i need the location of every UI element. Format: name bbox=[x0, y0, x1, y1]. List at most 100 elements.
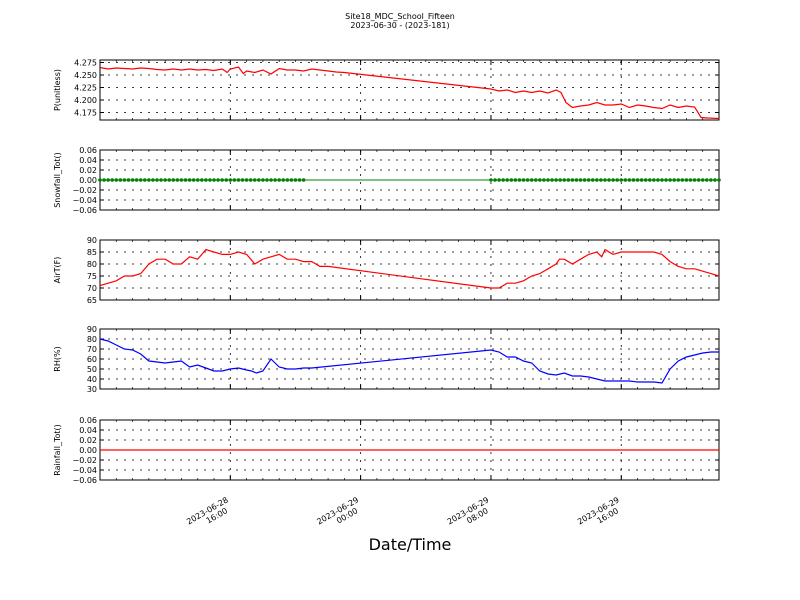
y-tick-label: 0.04 bbox=[79, 156, 97, 165]
data-point bbox=[627, 178, 632, 182]
y-tick-label: 60 bbox=[87, 355, 97, 364]
y-tick-label: 65 bbox=[87, 296, 97, 305]
y-tick-label: 0.02 bbox=[79, 436, 97, 445]
y-tick-label: 0.00 bbox=[79, 446, 97, 455]
data-point bbox=[525, 178, 530, 182]
data-point bbox=[493, 178, 497, 182]
data-point bbox=[529, 178, 534, 182]
y-tick-label: 30 bbox=[87, 385, 97, 394]
data-point bbox=[224, 178, 229, 182]
data-point bbox=[200, 178, 204, 182]
data-point bbox=[558, 178, 562, 182]
data-point bbox=[297, 178, 302, 182]
data-point bbox=[623, 178, 628, 182]
data-point bbox=[102, 178, 106, 182]
data-point bbox=[517, 178, 522, 182]
data-point bbox=[550, 178, 554, 182]
y-tick-label: −0.02 bbox=[72, 186, 97, 195]
data-point bbox=[269, 178, 273, 182]
y-tick-label: 4.275 bbox=[74, 59, 97, 68]
y-tick-label: 0.02 bbox=[79, 166, 97, 175]
data-point bbox=[684, 178, 689, 182]
chart-subtitle: 2023-06-30 - (2023-181) bbox=[350, 21, 450, 30]
data-point bbox=[130, 178, 135, 182]
data-point bbox=[680, 178, 685, 182]
data-point bbox=[554, 178, 558, 182]
data-point bbox=[656, 178, 660, 182]
y-tick-label: −0.02 bbox=[72, 456, 97, 465]
data-point bbox=[647, 178, 652, 182]
panel-frame-3 bbox=[99, 328, 720, 390]
y-tick-label: 85 bbox=[87, 248, 97, 257]
data-point bbox=[142, 178, 147, 182]
data-point bbox=[281, 178, 286, 182]
data-point bbox=[615, 178, 619, 182]
data-point bbox=[521, 178, 526, 182]
data-point bbox=[704, 178, 709, 182]
data-point bbox=[582, 178, 587, 182]
data-point bbox=[138, 178, 143, 182]
series-line bbox=[99, 66, 720, 120]
y-axis-label: AirT(F) bbox=[53, 257, 62, 284]
x-axis-label: Date/Time bbox=[369, 535, 452, 554]
data-point bbox=[289, 178, 294, 182]
y-tick-label: 80 bbox=[87, 260, 97, 269]
data-point bbox=[660, 178, 664, 182]
y-tick-label: 4.250 bbox=[74, 71, 97, 80]
data-point bbox=[195, 178, 200, 182]
data-point bbox=[513, 178, 518, 182]
data-point bbox=[106, 178, 110, 182]
data-point bbox=[533, 178, 538, 182]
data-point bbox=[717, 178, 721, 182]
y-axis-label: Rainfall_Tot() bbox=[53, 424, 62, 476]
data-point bbox=[236, 178, 241, 182]
data-point bbox=[171, 178, 176, 182]
data-point bbox=[134, 178, 139, 182]
y-tick-label: 75 bbox=[87, 272, 97, 281]
data-point bbox=[538, 178, 542, 182]
y-tick-label: 50 bbox=[87, 365, 97, 374]
y-axis-label: Snowfall_Tot() bbox=[53, 152, 62, 208]
data-point bbox=[688, 178, 693, 182]
data-point bbox=[118, 178, 123, 182]
series-line bbox=[99, 248, 720, 289]
data-point bbox=[167, 178, 172, 182]
data-point bbox=[607, 178, 611, 182]
y-tick-label: 80 bbox=[87, 335, 97, 344]
data-point bbox=[240, 178, 245, 182]
data-point bbox=[574, 178, 579, 182]
data-point bbox=[509, 178, 514, 182]
y-tick-label: 0.06 bbox=[79, 416, 97, 425]
data-point bbox=[293, 178, 298, 182]
data-point bbox=[501, 178, 505, 182]
data-point bbox=[692, 178, 697, 182]
y-tick-label: 4.200 bbox=[74, 96, 97, 105]
data-point bbox=[489, 178, 493, 182]
y-tick-label: 70 bbox=[87, 345, 97, 354]
y-tick-label: 90 bbox=[87, 236, 97, 245]
data-point bbox=[595, 178, 599, 182]
y-axis-label: RH(%) bbox=[53, 346, 62, 371]
data-point bbox=[163, 178, 167, 182]
y-tick-label: 90 bbox=[87, 325, 97, 334]
data-point bbox=[611, 178, 615, 182]
y-tick-label: 0.06 bbox=[79, 146, 97, 155]
data-point bbox=[586, 178, 591, 182]
data-point bbox=[179, 178, 184, 182]
data-point bbox=[700, 178, 705, 182]
y-tick-label: −0.04 bbox=[72, 196, 97, 205]
data-point bbox=[114, 178, 119, 182]
data-point bbox=[562, 178, 567, 182]
y-tick-label: 0.04 bbox=[79, 426, 97, 435]
data-point bbox=[151, 178, 155, 182]
data-point bbox=[208, 178, 212, 182]
data-point bbox=[98, 178, 102, 182]
data-point bbox=[277, 178, 281, 182]
chart-title: Site18_MDC_School_Fifteen bbox=[345, 12, 455, 21]
data-point bbox=[220, 178, 224, 182]
data-point bbox=[497, 178, 501, 182]
y-tick-label: 0.00 bbox=[79, 176, 97, 185]
data-point bbox=[639, 178, 644, 182]
